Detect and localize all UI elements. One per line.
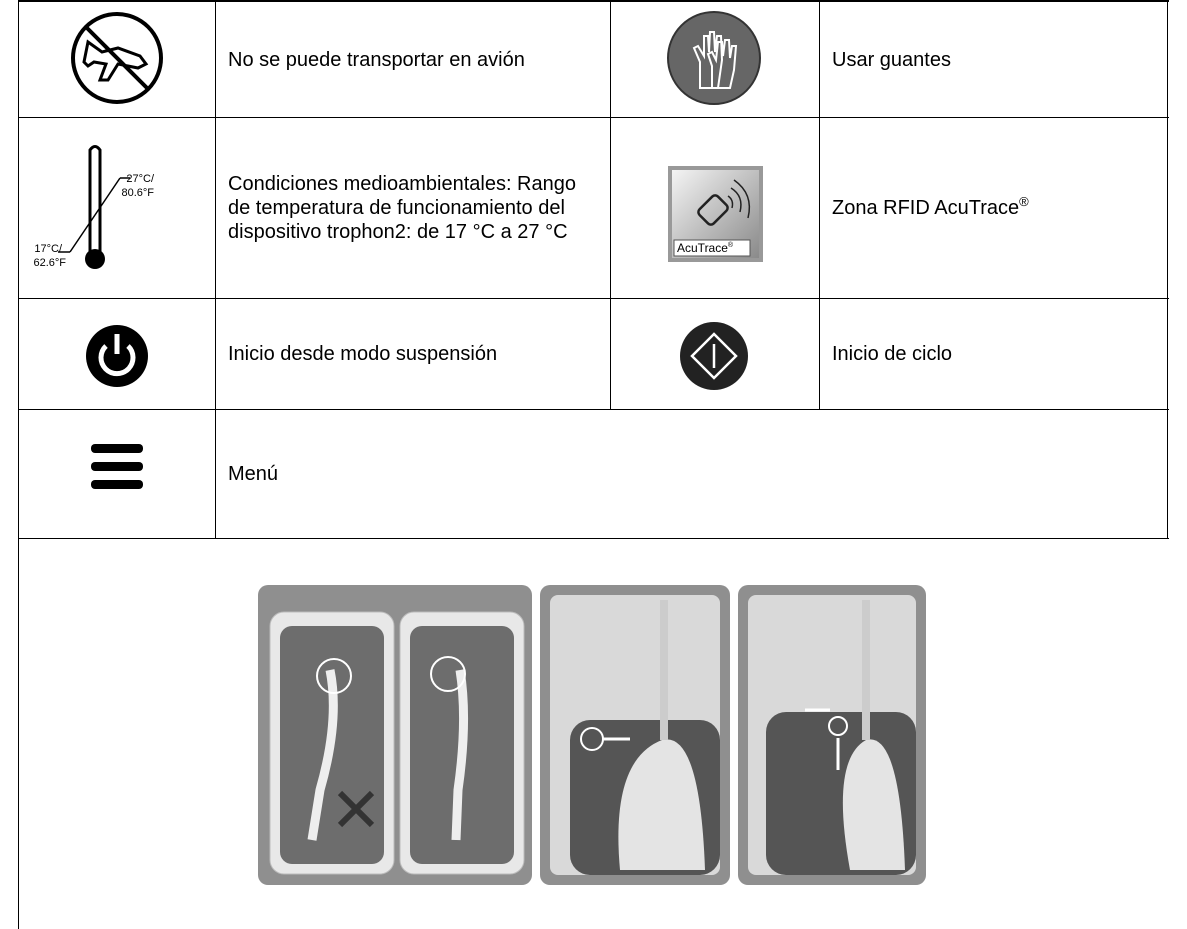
label: Condiciones medioambientales: Rango de t… — [228, 173, 576, 243]
rfid-icon: AcuTrace® — [668, 166, 763, 262]
power-icon — [86, 325, 148, 387]
cell-text: Inicio de ciclo — [820, 299, 1167, 409]
icon-label: 62.6°F — [33, 257, 66, 269]
start-cycle-icon — [680, 322, 748, 390]
table-border — [18, 538, 1169, 539]
label-text: Zona RFID AcuTrace — [832, 197, 1020, 219]
gloves-icon — [667, 11, 761, 105]
cell-text: Condiciones medioambientales: Rango de t… — [216, 118, 610, 298]
table-border — [215, 0, 216, 539]
cell-text: Usar guantes — [820, 2, 1167, 117]
superscript: ® — [1019, 194, 1029, 209]
cell-text: No se puede transportar en avión — [216, 2, 610, 117]
icon-label: 17°C/ — [34, 243, 63, 255]
label: Menú — [228, 463, 279, 485]
menu-icon — [91, 444, 143, 489]
icon-label: 27°C/ — [126, 173, 155, 185]
label: No se puede transportar en avión — [228, 48, 525, 71]
table-border — [1167, 0, 1168, 539]
icon-label-text: AcuTrace — [677, 241, 728, 255]
table-border — [610, 0, 611, 410]
temperature-icon: 27°C/ 80.6°F 17°C/ 62.6°F — [33, 145, 155, 269]
table-border — [18, 0, 1169, 2]
positioning-figure — [258, 585, 926, 885]
table-border — [819, 0, 820, 410]
cell-text: Menú — [216, 410, 1167, 538]
label: Zona RFID AcuTrace® — [832, 194, 1029, 220]
icon-label: 80.6°F — [121, 187, 154, 199]
no-airplane-icon — [71, 12, 163, 104]
cell-text: Inicio desde modo suspensión — [216, 299, 610, 409]
icon-superscript: ® — [728, 241, 734, 249]
label: Inicio de ciclo — [832, 343, 953, 365]
table-border — [18, 409, 1169, 410]
icon-label: AcuTrace® — [677, 241, 734, 255]
table-border — [18, 0, 19, 929]
label: Inicio desde modo suspensión — [228, 343, 498, 365]
cell-text: Zona RFID AcuTrace® — [820, 118, 1167, 298]
table-border — [18, 117, 1169, 118]
table-border — [18, 298, 1169, 299]
label: Usar guantes — [832, 48, 951, 71]
